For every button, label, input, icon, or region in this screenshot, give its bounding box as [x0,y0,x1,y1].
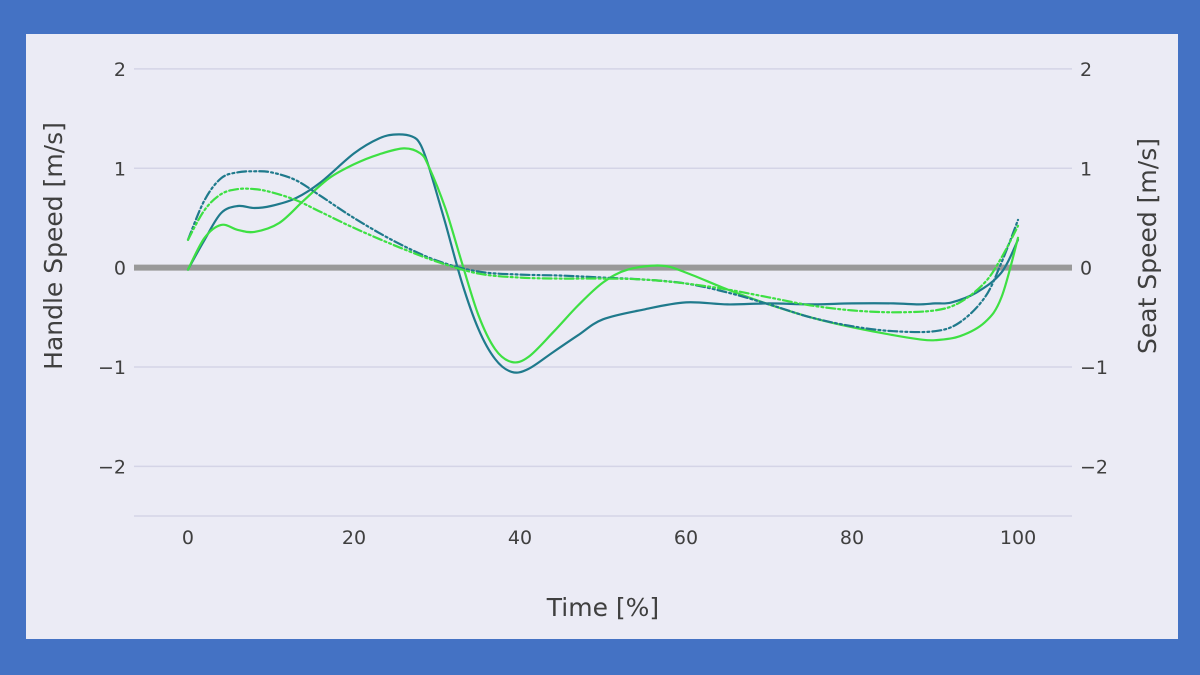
y-tick-right-4: 2 [1080,59,1092,81]
series-line-seat-speed-green [186,187,1020,314]
chart-panel: −2 −2 −1 −1 0 0 1 1 2 2 0 20 40 60 80 100 Time [%] Hand… [26,34,1178,639]
y-tick-left-2: 0 [114,258,126,280]
y-tick-left-3: 1 [114,158,126,180]
x-tick-4: 80 [840,527,864,549]
y-tick-right-0: −2 [1080,456,1108,478]
series-line-handle-speed-teal [186,133,1020,374]
series-lines [186,133,1020,374]
speed-chart: −2 −2−1 −10 01 12 20 20 40 60 80 100 Time [%] Hand… [39,59,1162,622]
x-tick-3: 60 [674,527,698,549]
y-axis-title-left: Handle Speed [m/s] [39,122,68,370]
y-tick-left-4: 2 [114,59,126,81]
y-tick-right-2: 0 [1080,258,1092,280]
x-tick-0: 0 [182,527,194,549]
y-tick-left-1: −1 [98,357,126,379]
y-tick-right-1: −1 [1080,357,1108,379]
x-tick-5: 100 [1000,527,1036,549]
tick-labels: −2 −2−1 −10 01 12 20 20 40 60 80 100 [98,59,1108,549]
y-tick-right-3: 1 [1080,158,1092,180]
x-axis-title: Time [%] [546,593,659,622]
y-axis-title-right: Seat Speed [m/s] [1133,138,1162,354]
x-tick-1: 20 [342,527,366,549]
y-tick-left-0: −2 [98,456,126,478]
grid-lines [134,68,1072,517]
series-line-seat-speed-teal [186,170,1020,334]
x-tick-2: 40 [508,527,532,549]
